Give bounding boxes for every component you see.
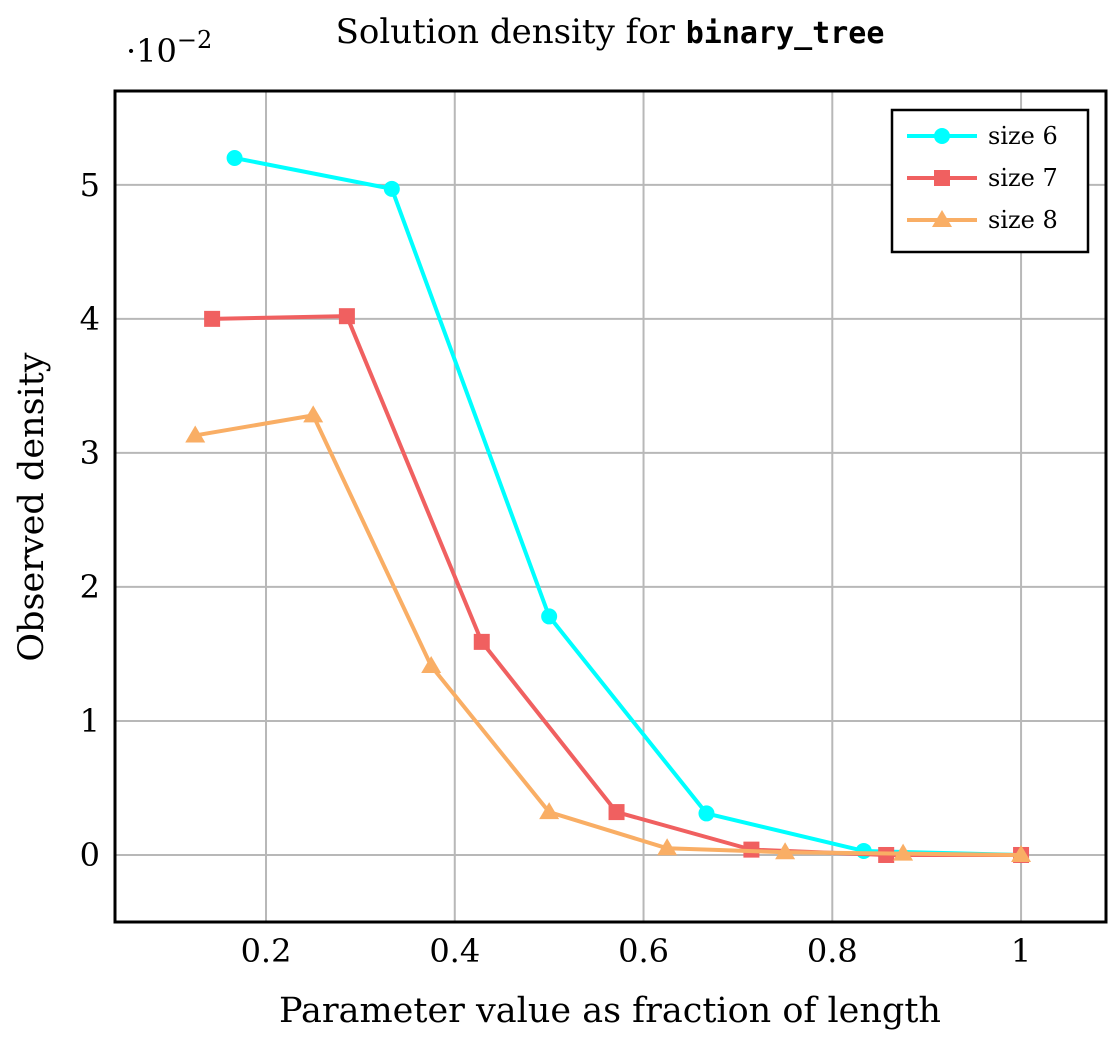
y-scale-label: ·10−2: [126, 26, 212, 70]
grid: [115, 91, 1106, 922]
y-axis-label: Observed density: [12, 352, 52, 661]
legend-box: [890, 108, 1090, 254]
data-point: [657, 838, 678, 856]
legend-item: size 7: [907, 164, 1058, 192]
data-point: [473, 633, 490, 650]
x-tick-label: 1: [1011, 932, 1031, 970]
data-point: [855, 842, 872, 859]
legend-label: size 7: [988, 164, 1058, 192]
legend-marker: [934, 170, 950, 186]
series-line: [234, 156, 1022, 857]
legend-marker: [934, 128, 950, 144]
data-point: [893, 843, 914, 861]
data-point: [541, 608, 558, 625]
x-tick-label: 0.4: [429, 932, 480, 970]
y-tick-label: 0: [80, 836, 100, 874]
x-tick-label: 0.2: [241, 932, 292, 970]
series-1: [226, 150, 1030, 863]
x-tick-label: 0.6: [618, 932, 669, 970]
data-point: [539, 802, 560, 820]
legend-item: size 8: [907, 206, 1058, 234]
y-tick-label: 2: [80, 568, 100, 606]
legend-label: size 6: [988, 122, 1058, 150]
plot-frame: [113, 89, 1108, 924]
x-tick-label: 0.8: [807, 932, 858, 970]
legend-marker: [932, 210, 952, 227]
data-point: [1011, 844, 1032, 862]
chart-title: Solution density for binary_tree: [336, 12, 885, 52]
x-axis-label: Parameter value as fraction of length: [279, 991, 941, 1031]
data-point: [338, 308, 355, 325]
series-line: [194, 413, 1022, 857]
series-2: [204, 308, 1030, 863]
data-point: [226, 150, 243, 167]
y-tick-label: 1: [80, 702, 100, 740]
data-point: [608, 804, 625, 821]
y-tick-label: 4: [80, 300, 100, 338]
legend-item: size 6: [907, 122, 1058, 150]
data-point: [185, 425, 206, 443]
series-line: [212, 314, 1022, 857]
data-point: [421, 655, 442, 673]
y-tick-label: 5: [80, 166, 100, 204]
data-point: [204, 310, 221, 327]
legend-label: size 8: [988, 206, 1058, 234]
series-group: [185, 150, 1032, 863]
tick-labels: 0.2 0.4 0.6 0.8 1 0 1 2 3 4 5: [80, 166, 1032, 970]
data-point: [383, 180, 400, 197]
data-point: [775, 842, 796, 860]
legend: size 6 size 7 size 8: [890, 108, 1090, 254]
series-3: [185, 405, 1032, 862]
y-tick-label: 3: [80, 434, 100, 472]
data-point: [698, 805, 715, 822]
data-point: [303, 405, 324, 423]
